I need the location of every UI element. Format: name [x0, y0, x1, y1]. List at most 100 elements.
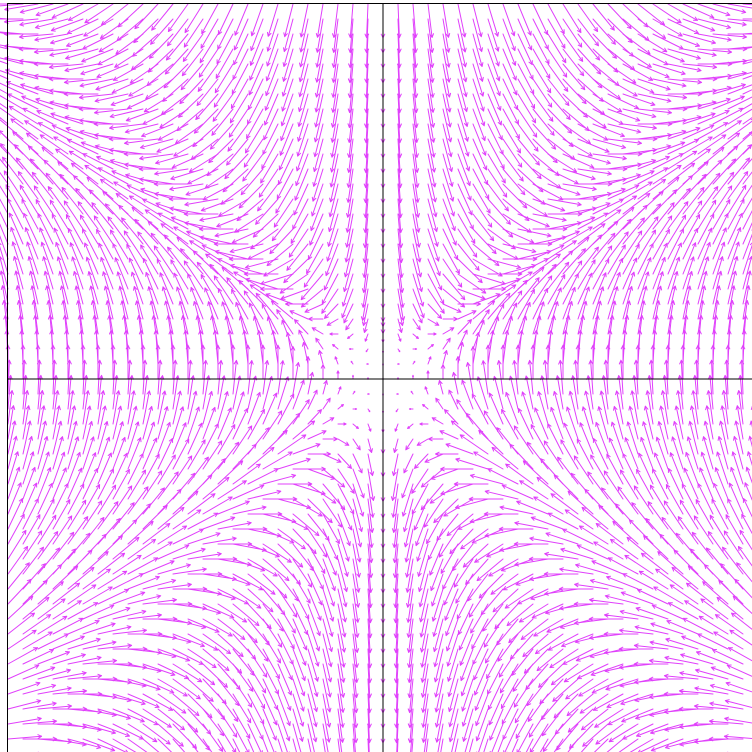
vector-arrow [424, 453, 444, 463]
vector-arrow [49, 199, 69, 230]
vector-arrow [11, 241, 24, 275]
vector-arrow [232, 463, 261, 485]
vector-arrow [217, 359, 224, 395]
vector-arrow [293, 183, 309, 216]
vector-arrow [517, 63, 535, 95]
vector-arrow [0, 143, 24, 170]
vector-arrow [277, 153, 294, 185]
vector-arrow [545, 532, 579, 545]
vector-arrow [425, 738, 429, 752]
vector-arrow [680, 653, 714, 665]
vector-arrow [573, 455, 594, 485]
vector-arrow [577, 300, 588, 335]
vector-arrow [652, 48, 685, 63]
vector-arrow [427, 198, 438, 233]
vector-arrow [427, 153, 437, 188]
vector-arrow [725, 681, 752, 693]
vector-arrow [311, 168, 324, 202]
vector-arrow [7, 390, 14, 425]
vector-arrow [682, 124, 715, 140]
vector-arrow [361, 303, 369, 327]
vector-arrow [412, 348, 418, 350]
vector-arrow [300, 273, 324, 301]
vector-arrow [502, 138, 523, 168]
vector-arrow [607, 286, 619, 320]
vector-arrow [472, 33, 484, 67]
vector-arrow [142, 738, 160, 752]
vector-arrow [719, 420, 729, 455]
vector-arrow [347, 333, 354, 339]
vector-arrow [112, 609, 147, 620]
vector-arrow [703, 420, 714, 455]
vector-arrow [7, 734, 43, 740]
vector-arrow [396, 3, 402, 39]
vector-arrow [725, 514, 744, 545]
vector-arrow [217, 500, 250, 515]
vector-arrow [727, 59, 752, 65]
vector-arrow [142, 678, 175, 694]
vector-arrow [547, 3, 565, 35]
vector-arrow [180, 63, 204, 91]
vector-arrow [322, 453, 342, 463]
vector-arrow [311, 183, 324, 217]
vector-arrow [292, 198, 309, 230]
vector-arrow [652, 468, 669, 500]
vector-arrow [501, 693, 519, 725]
vector-arrow [322, 558, 336, 592]
vector-arrow [652, 242, 668, 275]
vector-arrow [112, 554, 142, 575]
vector-arrow [200, 198, 234, 212]
vector-arrow [96, 155, 129, 170]
vector-arrow [568, 390, 579, 425]
vector-arrow [52, 499, 71, 530]
vector-arrow [277, 648, 293, 681]
vector-arrow [489, 708, 504, 741]
vector-arrow [420, 663, 429, 698]
vector-arrow [299, 18, 309, 53]
vector-arrow [675, 532, 699, 560]
vector-arrow [7, 482, 22, 515]
vector-arrow [187, 678, 214, 702]
vector-arrow [289, 310, 309, 320]
vector-arrow [536, 476, 564, 500]
vector-arrow [705, 547, 729, 575]
vector-arrow [547, 183, 581, 196]
vector-arrow [156, 258, 174, 290]
vector-arrow [652, 18, 683, 37]
vector-arrow [622, 63, 654, 81]
vector-arrow [292, 362, 301, 395]
vector-arrow [472, 243, 500, 267]
vector-arrow [401, 468, 414, 499]
vector-arrow [217, 3, 234, 35]
vector-arrow [142, 560, 175, 575]
vector-arrow [331, 48, 339, 83]
vector-arrow [487, 93, 502, 126]
vector-arrow [260, 153, 279, 184]
vector-arrow [112, 405, 123, 440]
vector-arrow [221, 301, 234, 335]
vector-arrow [352, 390, 356, 395]
vector-arrow [460, 648, 474, 682]
vector-arrow [742, 32, 752, 35]
vector-arrow [418, 558, 429, 593]
vector-arrow [427, 258, 443, 291]
vector-arrow [427, 138, 436, 173]
vector-arrow [307, 371, 315, 395]
vector-arrow [501, 484, 534, 500]
vector-arrow [298, 78, 309, 113]
vector-arrow [543, 571, 579, 577]
vector-arrow [420, 648, 429, 683]
vector-arrow [187, 439, 206, 470]
vector-arrow [606, 453, 624, 485]
vector-arrow [202, 440, 223, 470]
vector-arrow [49, 48, 84, 57]
vector-arrow [451, 723, 459, 752]
vector-arrow [167, 3, 189, 32]
vector-arrow [248, 302, 264, 335]
vector-arrow [503, 723, 519, 752]
vector-arrow [415, 513, 429, 547]
vector-arrow [617, 486, 639, 515]
vector-arrow [18, 33, 54, 39]
vector-arrow [153, 245, 174, 275]
vector-arrow [34, 33, 69, 42]
